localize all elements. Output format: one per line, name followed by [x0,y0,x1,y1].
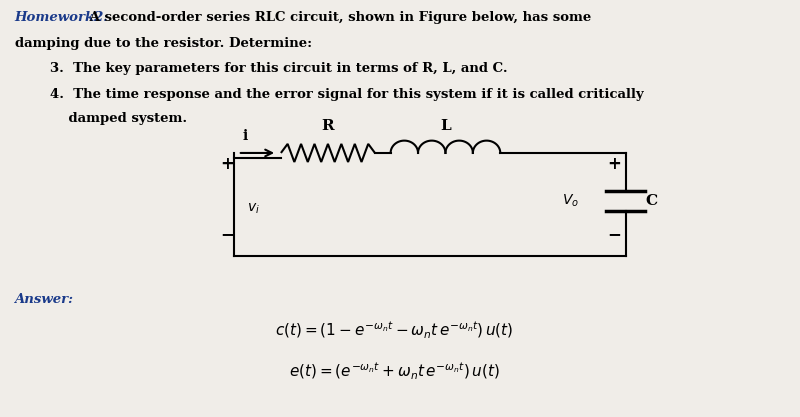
Text: damping due to the resistor. Determine:: damping due to the resistor. Determine: [14,37,312,50]
Text: L: L [440,119,451,133]
Text: damped system.: damped system. [50,112,187,125]
Text: +: + [607,156,621,173]
Text: Answer:: Answer: [14,293,74,306]
Text: A second-order series RLC circuit, shown in Figure below, has some: A second-order series RLC circuit, shown… [85,11,591,24]
Text: R: R [322,119,334,133]
Text: −: − [607,225,621,244]
Text: i: i [243,129,248,143]
Text: $c(t) = (1 - e^{-\omega_n t} - \omega_n t\, e^{-\omega_n t})\, u(t)$: $c(t) = (1 - e^{-\omega_n t} - \omega_n … [275,319,514,341]
Text: Homework2:: Homework2: [14,11,109,24]
Text: 3.  The key parameters for this circuit in terms of R, L, and C.: 3. The key parameters for this circuit i… [50,63,507,75]
Text: +: + [221,156,234,173]
Text: C: C [646,194,658,208]
Text: $e(t) = (e^{-\omega_n t} + \omega_n t\, e^{-\omega_n t})\, u(t)$: $e(t) = (e^{-\omega_n t} + \omega_n t\, … [289,361,500,382]
Text: 4.  The time response and the error signal for this system if it is called criti: 4. The time response and the error signa… [50,88,643,101]
Text: $V_o$: $V_o$ [562,193,579,209]
Text: $v_i$: $v_i$ [247,201,260,216]
Text: −: − [221,225,234,244]
